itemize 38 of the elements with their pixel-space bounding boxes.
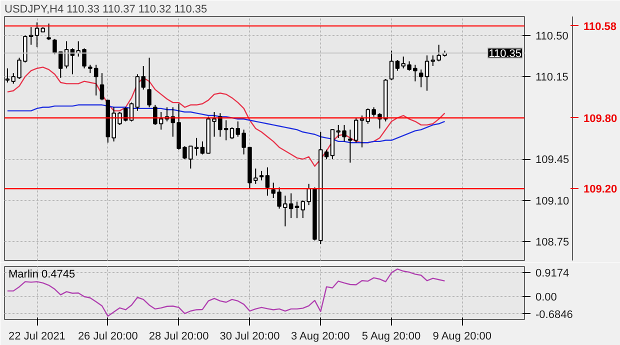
- y-tick-label: 110.15: [536, 72, 568, 84]
- candlestick: [294, 201, 300, 219]
- candlestick: [259, 170, 264, 181]
- x-tick-label: 30 Jul 20:00: [220, 330, 280, 342]
- line-series: [6, 66, 446, 167]
- y-tick-label: -0.6846: [536, 308, 573, 321]
- line-series: [6, 104, 446, 144]
- y-tick-label: 110.50: [536, 30, 568, 42]
- candlestick: [230, 126, 234, 140]
- ref-line-label: 109.80: [584, 112, 618, 125]
- x-tick-label: 9 Aug 20:00: [432, 330, 492, 342]
- y-tick-label: 108.75: [536, 236, 570, 249]
- candlestick: [360, 115, 364, 148]
- line-series: [6, 268, 446, 317]
- candlestick: [430, 54, 436, 67]
- x-tick-label: 22 Jul 2021: [8, 330, 66, 342]
- candlestick: [300, 200, 306, 219]
- chart-title: Marlin 0.4745: [8, 268, 76, 280]
- ref-line-label: 109.20: [584, 184, 618, 196]
- chart-title: USDJPY,H4 110.33 110.37 110.32 110.35: [4, 4, 208, 16]
- ref-line-label: 110.35: [488, 48, 522, 60]
- candlestick: [147, 57, 152, 108]
- y-tick-label: 109.45: [536, 154, 570, 166]
- candlestick: [100, 72, 104, 101]
- candlestick: [424, 54, 430, 92]
- y-tick-label: 0.00: [536, 291, 557, 304]
- ref-line-label: 110.58: [584, 20, 617, 33]
- candlestick: [46, 23, 51, 41]
- x-tick-label: 3 Aug 20:00: [290, 330, 350, 342]
- x-tick-label: 28 Jul 20:00: [148, 330, 209, 342]
- candlestick: [418, 69, 424, 88]
- candlestick: [265, 166, 270, 196]
- x-tick-label: 5 Aug 20:00: [362, 330, 421, 342]
- x-tick-label: 26 Jul 20:00: [78, 330, 138, 342]
- candlestick: [389, 50, 394, 81]
- y-tick-label: 109.10: [536, 195, 570, 208]
- candlestick: [34, 22, 40, 48]
- y-tick-label: 0.9174: [536, 268, 570, 280]
